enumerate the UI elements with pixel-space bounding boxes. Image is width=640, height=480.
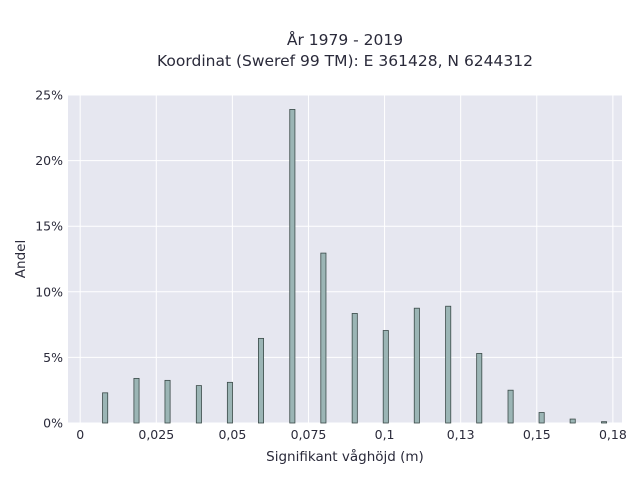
y-tick-label: 5% — [43, 350, 63, 365]
y-tick-label: 15% — [35, 219, 63, 234]
histogram-bar — [133, 377, 140, 424]
histogram-bar — [569, 418, 576, 424]
histogram-bar — [507, 389, 514, 424]
x-tick-label: 0 — [76, 427, 84, 442]
x-tick-label: 0,075 — [291, 427, 327, 442]
chart-title-line1: År 1979 - 2019 — [287, 30, 403, 49]
y-tick-labels: 0% 5% 10% 15% 20% 25% — [35, 88, 63, 431]
histogram-bar — [226, 381, 233, 424]
y-axis-label: Andel — [13, 240, 29, 278]
histogram-bar — [102, 392, 109, 424]
chart-title-line2: Koordinat (Sweref 99 TM): E 361428, N 62… — [157, 52, 533, 70]
histogram-bar — [382, 330, 389, 424]
x-tick-label: 0,1 — [375, 427, 395, 442]
histogram-bar — [289, 109, 296, 424]
histogram-bar — [195, 385, 202, 424]
histogram-bar — [476, 353, 483, 424]
plot-area — [68, 95, 622, 423]
x-tick-label: 0,025 — [138, 427, 174, 442]
histogram-bar — [538, 412, 545, 424]
x-axis-label: Signifikant våghöjd (m) — [266, 448, 424, 465]
y-tick-label: 25% — [35, 88, 63, 103]
histogram-bar — [445, 305, 452, 424]
histogram-bar — [164, 379, 171, 424]
y-tick-label: 10% — [35, 284, 63, 299]
x-tick-label: 0,15 — [523, 427, 551, 442]
histogram-bar — [257, 337, 264, 424]
bars — [102, 109, 608, 424]
x-tick-labels: 0 0,025 0,05 0,075 0,1 0,13 0,15 0,18 — [76, 427, 627, 442]
x-tick-label: 0,13 — [447, 427, 475, 442]
histogram-bar — [351, 313, 358, 424]
x-tick-label: 0,05 — [218, 427, 246, 442]
x-tick-label: 0,18 — [599, 427, 627, 442]
histogram-bar — [601, 421, 608, 424]
histogram-bar — [413, 307, 420, 424]
y-tick-label: 20% — [35, 153, 63, 168]
histogram-bar — [320, 252, 327, 424]
y-tick-label: 0% — [43, 416, 63, 431]
